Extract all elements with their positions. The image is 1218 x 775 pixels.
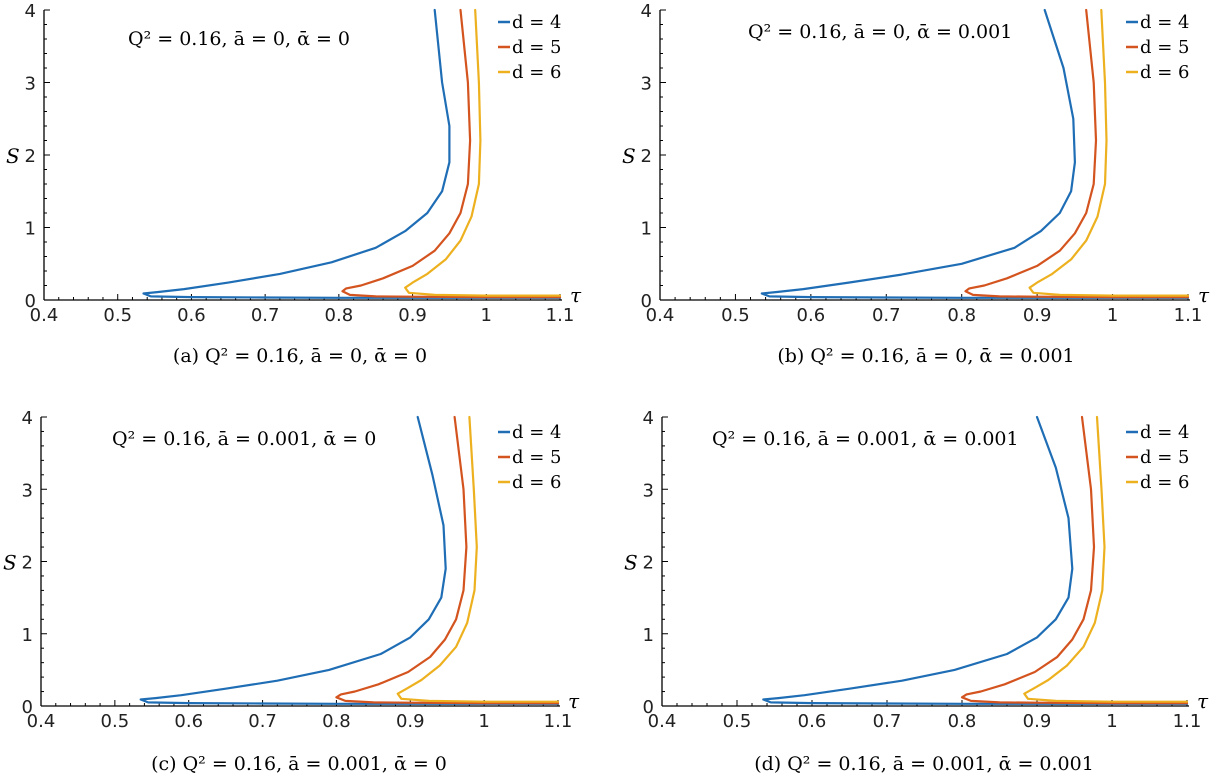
series-line-d5	[960, 415, 1189, 705]
y-axis-label: S	[6, 144, 20, 168]
plot-annotation: Q² = 0.16, ā = 0.001, ᾱ = 0.001	[712, 428, 1019, 450]
legend-entry: d = 5	[1140, 37, 1190, 58]
x-tick-label: 0.5	[721, 305, 750, 326]
x-tick-label: 0.6	[174, 711, 203, 732]
x-tick-label: 0.6	[177, 305, 206, 326]
y-axis-label: S	[622, 144, 636, 168]
x-axis-label: τ	[1197, 689, 1209, 713]
y-tick-label: 4	[25, 1, 36, 22]
x-tick-label: 1.1	[546, 305, 575, 326]
y-tick-label: 4	[641, 1, 652, 22]
legend-entry: d = 4	[512, 12, 562, 33]
legend-entry: d = 5	[512, 447, 562, 468]
series-line-d4	[139, 415, 560, 705]
y-tick-label: 4	[643, 408, 654, 429]
y-tick-label: 1	[643, 625, 654, 646]
panel-caption: (b) Q² = 0.16, ā = 0, ᾱ = 0.001	[777, 345, 1074, 367]
plot-annotation: Q² = 0.16, ā = 0, ᾱ = 0	[128, 28, 350, 50]
legend-entry: d = 4	[1140, 422, 1190, 443]
x-tick-label: 0.8	[947, 305, 976, 326]
x-tick-label: 1	[481, 305, 492, 326]
x-tick-label: 1	[1107, 305, 1118, 326]
x-axis-label: τ	[570, 283, 582, 307]
x-tick-label: 1	[478, 711, 489, 732]
legend-entry: d = 6	[1140, 472, 1190, 493]
y-tick-label: 3	[25, 74, 36, 95]
x-tick-label: 0.8	[325, 305, 354, 326]
y-tick-label: 2	[643, 553, 654, 574]
y-tick-label: 2	[25, 146, 36, 167]
legend-entry: d = 5	[1140, 447, 1190, 468]
legend-entry: d = 6	[512, 62, 562, 83]
x-tick-label: 1	[1106, 711, 1117, 732]
panel-caption: (c) Q² = 0.16, ā = 0.001, ᾱ = 0	[151, 753, 447, 775]
x-tick-label: 1.1	[544, 711, 573, 732]
x-tick-label: 0.8	[948, 711, 977, 732]
x-tick-label: 0.5	[101, 711, 130, 732]
y-tick-label: 0	[641, 291, 652, 312]
x-tick-label: 0.4	[646, 305, 675, 326]
x-tick-label: 0.7	[251, 305, 280, 326]
legend-entry: d = 4	[512, 422, 562, 443]
x-tick-label: 0.7	[248, 711, 277, 732]
x-tick-label: 0.6	[797, 305, 826, 326]
x-axis-label: τ	[568, 689, 580, 713]
y-tick-label: 2	[22, 553, 33, 574]
x-tick-label: 0.6	[798, 711, 827, 732]
x-tick-label: 0.4	[27, 711, 56, 732]
x-axis-label: τ	[1198, 283, 1210, 307]
series-line-d4	[142, 8, 562, 299]
legend-entry: d = 5	[512, 37, 562, 58]
y-tick-label: 0	[25, 291, 36, 312]
series-line-d4	[762, 415, 1189, 705]
series-line-d6	[1023, 415, 1189, 703]
x-tick-label: 0.9	[398, 305, 427, 326]
y-tick-label: 1	[25, 219, 36, 240]
legend-entry: d = 4	[1140, 12, 1190, 33]
series-line-d4	[760, 8, 1190, 299]
y-axis-label: S	[3, 551, 17, 575]
x-tick-label: 1.1	[1173, 711, 1202, 732]
x-tick-label: 0.4	[648, 711, 677, 732]
chart-panel-1: 0.4 0.5 0.6 0.7 0.8 0.9 1 1.1 0 1 2 3 4 Sτ d = 4 d = 5 d…	[6, 1, 582, 367]
series-line-d5	[964, 8, 1190, 299]
legend-entry: d = 6	[512, 472, 562, 493]
plot-annotation: Q² = 0.16, ā = 0.001, ᾱ = 0	[112, 428, 376, 450]
x-tick-label: 0.9	[1023, 305, 1052, 326]
panel-caption: (d) Q² = 0.16, ā = 0.001, ᾱ = 0.001	[754, 753, 1094, 775]
y-tick-label: 2	[641, 146, 652, 167]
plot-annotation: Q² = 0.16, ā = 0, ᾱ = 0.001	[748, 21, 1012, 43]
x-tick-label: 0.7	[872, 305, 901, 326]
y-axis-label: S	[624, 551, 638, 575]
y-tick-label: 0	[643, 697, 654, 718]
panel-caption: (a) Q² = 0.16, ā = 0, ᾱ = 0	[173, 345, 427, 367]
x-tick-label: 0.5	[723, 711, 752, 732]
chart-panel-3: 0.4 0.5 0.6 0.7 0.8 0.9 1 1.1 0 1 2 3 4 Sτ d = 4 d = 5 d…	[3, 408, 580, 775]
x-tick-label: 0.9	[396, 711, 425, 732]
y-tick-label: 0	[22, 697, 33, 718]
x-tick-label: 0.8	[322, 711, 351, 732]
series-line-d6	[396, 415, 560, 703]
y-tick-label: 3	[643, 480, 654, 501]
legend-entry: d = 6	[1140, 62, 1190, 83]
y-tick-label: 1	[641, 219, 652, 240]
y-tick-label: 1	[22, 625, 33, 646]
x-tick-label: 0.4	[30, 305, 59, 326]
x-tick-label: 0.5	[103, 305, 132, 326]
y-tick-label: 3	[641, 74, 652, 95]
x-tick-label: 1.1	[1174, 305, 1203, 326]
y-tick-label: 4	[22, 408, 33, 429]
chart-panel-2: 0.4 0.5 0.6 0.7 0.8 0.9 1 1.1 0 1 2 3 4 Sτ d = 4 d = 5 d…	[622, 1, 1210, 367]
x-tick-label: 0.9	[1023, 711, 1052, 732]
series-line-d6	[404, 8, 562, 297]
x-tick-label: 0.7	[873, 711, 902, 732]
series-line-d5	[341, 8, 562, 299]
series-line-d6	[1028, 8, 1190, 297]
chart-panel-4: 0.4 0.5 0.6 0.7 0.8 0.9 1 1.1 0 1 2 3 4 Sτ d = 4 d = 5 d…	[624, 408, 1209, 775]
series-line-d5	[335, 415, 560, 705]
y-tick-label: 3	[22, 480, 33, 501]
